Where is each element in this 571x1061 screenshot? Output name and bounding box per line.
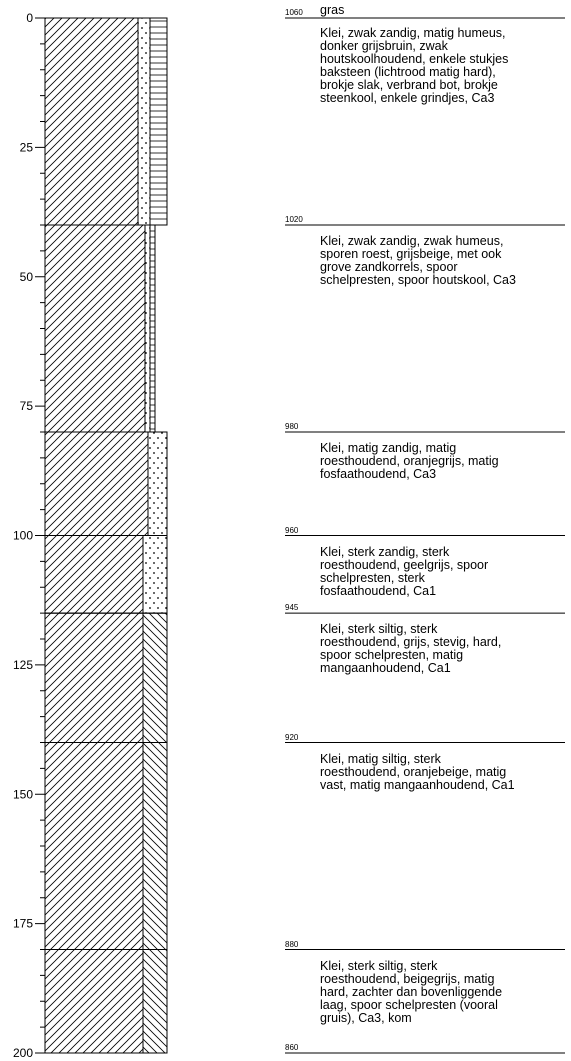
clay-hatch-fill: [44, 224, 146, 433]
depth-tick-label: 75: [20, 399, 34, 413]
elevation-label: 945: [285, 603, 299, 613]
clay-hatch-fill: [44, 17, 139, 226]
top-label: gras: [320, 3, 345, 17]
layer-description: Klei, zwak zandig, matig humeus, donker …: [320, 26, 509, 105]
clay-hatch-fill: [44, 612, 144, 743]
clay-hatch-fill: [44, 431, 149, 536]
depth-tick-label: 125: [13, 658, 33, 672]
elevation-label: 980: [285, 422, 299, 431]
elevation-label: 1060: [285, 8, 303, 17]
layer-description: Klei, sterk siltig, sterk roesthoudend, …: [320, 958, 503, 1025]
clay-hatch-fill: [44, 949, 144, 1054]
elevation-label: 960: [285, 525, 299, 535]
clay-hatch-fill: [44, 535, 144, 614]
layer-description: Klei, sterk siltig, sterk roesthoudend, …: [320, 622, 502, 676]
elevation-label: 920: [285, 732, 299, 742]
depth-tick-label: 150: [13, 787, 33, 801]
lithology-stripe: [142, 535, 168, 614]
lithology-stripe: [137, 17, 151, 226]
clay-hatch-fill: [44, 742, 144, 950]
elevation-label: 1020: [285, 215, 303, 224]
depth-tick-label: 50: [20, 270, 34, 284]
layer-description: Klei, sterk zandig, sterk roesthoudend, …: [320, 544, 489, 598]
lithology-stripe: [149, 224, 156, 433]
depth-axis: 0 25 50 75 100 125 150 175 200: [13, 11, 46, 1060]
elevation-label-bottom: 860: [285, 1043, 299, 1052]
layer-description: Klei, matig zandig, matig roesthoudend, …: [320, 441, 499, 481]
depth-tick-label: 200: [13, 1046, 33, 1060]
lithology-stripe: [142, 742, 168, 950]
layer-description: Klei, zwak zandig, zwak humeus, sporen r…: [320, 234, 516, 287]
lithology-column: [44, 17, 168, 1054]
lithology-stripe: [144, 224, 151, 433]
lithology-stripe: [142, 949, 168, 1054]
elevation-label: 880: [285, 939, 299, 949]
depth-tick-label: 0: [26, 11, 33, 25]
lithology-stripe: [147, 431, 168, 536]
depth-tick-label: 25: [20, 140, 34, 154]
layer-description: Klei, matig siltig, sterk roesthoudend, …: [320, 751, 515, 792]
lithology-stripe: [142, 612, 168, 743]
lithology-stripe: [149, 17, 168, 226]
layer-boundary-lines: [285, 17, 565, 1054]
depth-tick-label: 100: [13, 529, 33, 543]
depth-tick-label: 175: [13, 917, 33, 931]
